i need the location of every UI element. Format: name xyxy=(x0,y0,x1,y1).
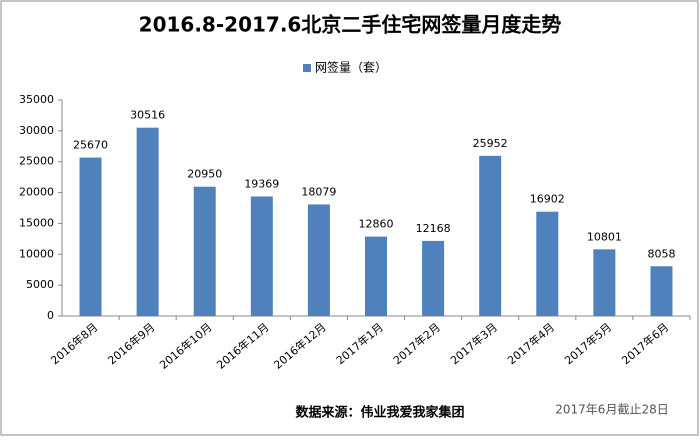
data-label: 20950 xyxy=(187,168,222,181)
data-label: 12860 xyxy=(359,218,394,231)
bar xyxy=(79,157,102,316)
legend-swatch xyxy=(303,64,311,72)
y-tick-label: 30000 xyxy=(19,124,54,137)
data-label: 25952 xyxy=(473,137,508,150)
bar xyxy=(479,155,502,316)
bar xyxy=(593,249,616,316)
data-label: 10801 xyxy=(587,230,622,243)
bar xyxy=(307,204,330,316)
chart-title: 2016.8-2017.6北京二手住宅网签量月度走势 xyxy=(139,13,562,37)
data-label: 25670 xyxy=(73,139,108,152)
data-label: 16902 xyxy=(530,193,565,206)
y-tick-label: 25000 xyxy=(19,155,54,168)
bar xyxy=(193,186,216,316)
note: 2017年6月截止28日 xyxy=(555,403,668,417)
legend-label: 网签量（套） xyxy=(315,60,387,75)
bar xyxy=(365,236,387,316)
bar xyxy=(136,127,159,316)
bar xyxy=(422,240,445,316)
data-label: 30516 xyxy=(130,109,165,122)
bar xyxy=(650,266,673,316)
data-label: 8058 xyxy=(647,247,675,260)
bar xyxy=(536,211,559,316)
y-tick-label: 0 xyxy=(47,309,54,322)
y-tick-label: 15000 xyxy=(19,216,54,229)
data-label: 12168 xyxy=(416,222,451,235)
y-tick-label: 10000 xyxy=(19,247,54,260)
y-tick-label: 20000 xyxy=(19,186,54,199)
bar xyxy=(250,196,273,316)
y-tick-label: 5000 xyxy=(26,278,54,291)
source: 数据来源：伟业我爱我家集团 xyxy=(295,405,464,421)
data-label: 18079 xyxy=(301,185,336,198)
y-tick-label: 35000 xyxy=(19,93,54,106)
data-label: 19369 xyxy=(244,177,279,190)
